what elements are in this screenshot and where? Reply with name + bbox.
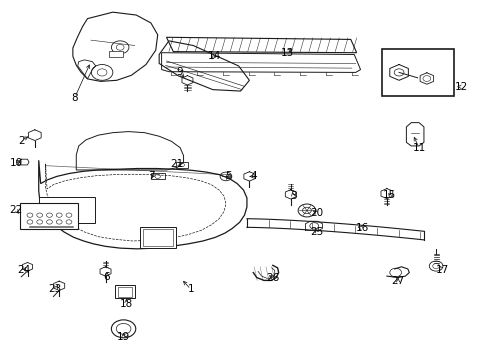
Text: 6: 6 <box>103 272 110 282</box>
Bar <box>115 285 135 298</box>
Text: 24: 24 <box>18 265 31 275</box>
Text: 1: 1 <box>187 284 194 294</box>
Text: 17: 17 <box>434 265 447 275</box>
Text: 27: 27 <box>391 276 404 286</box>
Text: 26: 26 <box>265 273 279 283</box>
Text: 25: 25 <box>309 227 323 237</box>
Text: 18: 18 <box>120 299 133 309</box>
Text: 11: 11 <box>411 143 425 153</box>
Text: 16: 16 <box>355 224 368 233</box>
Bar <box>381 49 453 96</box>
Text: 21: 21 <box>170 159 183 169</box>
Text: 3: 3 <box>289 191 296 201</box>
Text: 20: 20 <box>309 208 323 218</box>
Bar <box>39 197 95 223</box>
Bar <box>20 203 78 229</box>
Text: 9: 9 <box>177 67 183 77</box>
Text: 4: 4 <box>249 171 256 181</box>
Text: 8: 8 <box>71 93 78 103</box>
Text: 14: 14 <box>207 51 221 61</box>
Text: 12: 12 <box>454 82 467 92</box>
Text: 7: 7 <box>148 171 155 181</box>
Text: 15: 15 <box>383 190 396 200</box>
Bar <box>118 287 132 297</box>
Text: 22: 22 <box>10 206 23 216</box>
Text: 2: 2 <box>18 136 24 145</box>
Text: 23: 23 <box>49 284 62 294</box>
FancyBboxPatch shape <box>140 227 176 248</box>
FancyBboxPatch shape <box>143 229 173 246</box>
Text: 19: 19 <box>117 332 130 342</box>
Text: 13: 13 <box>280 48 293 58</box>
Text: 5: 5 <box>225 171 232 181</box>
Text: 10: 10 <box>10 158 23 168</box>
Bar <box>109 51 122 57</box>
